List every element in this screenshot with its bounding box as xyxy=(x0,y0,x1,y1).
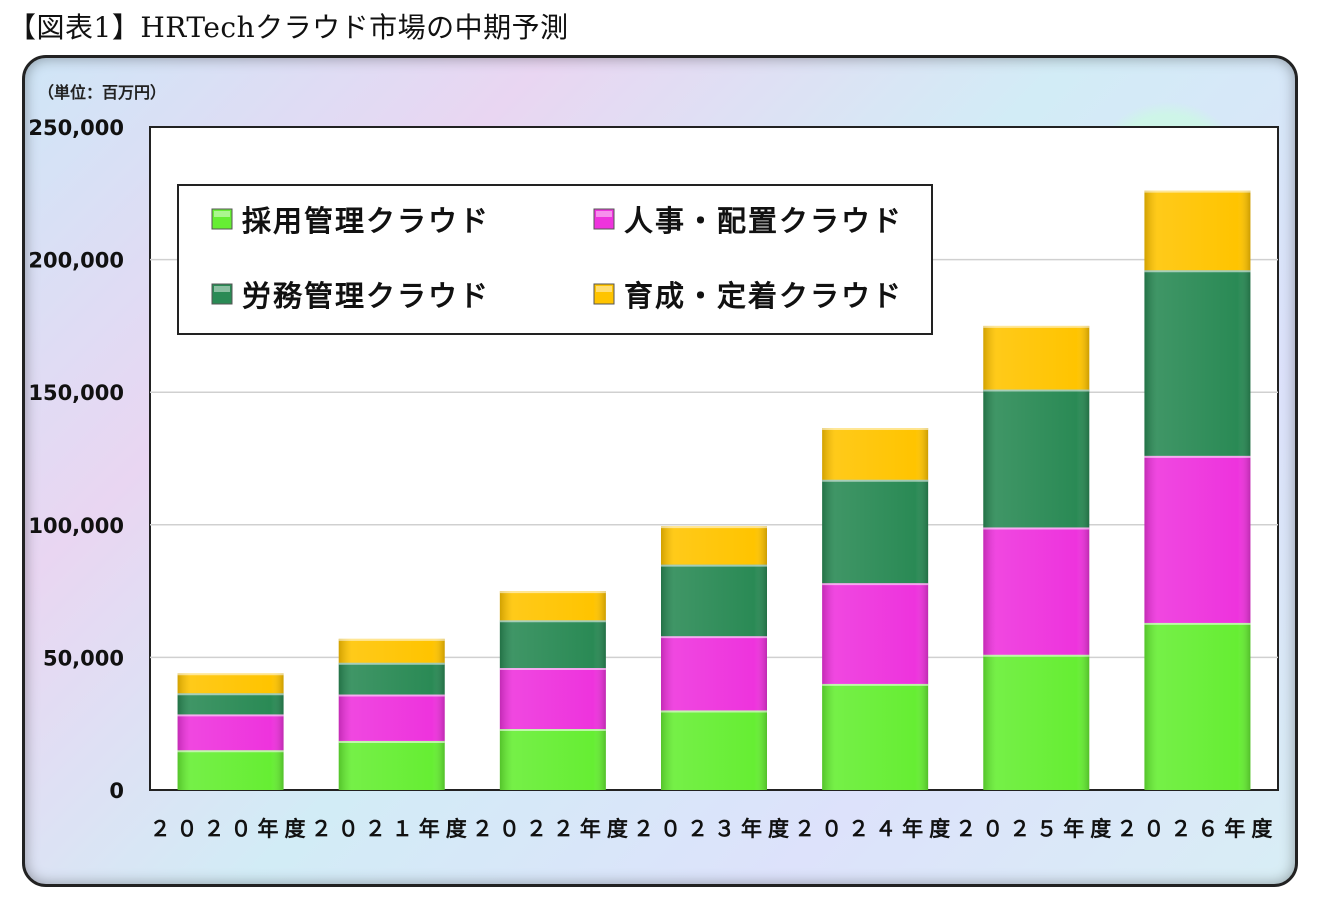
bar-segment-shade xyxy=(1144,190,1251,271)
y-tick-label: 250,000 xyxy=(28,116,124,140)
bars xyxy=(177,190,1251,790)
y-tick-label: 200,000 xyxy=(28,249,124,273)
bar-segment-shade xyxy=(661,526,767,565)
bar-segment-shade xyxy=(177,714,284,751)
bar-segment-shade xyxy=(499,620,606,669)
bar-segment-shade xyxy=(822,683,929,790)
x-tick-label: ２０２３年度 xyxy=(633,817,795,841)
x-tick-label: ２０２１年度 xyxy=(311,817,473,841)
bar-segment-shade xyxy=(499,729,606,790)
bar-segment-shade xyxy=(661,710,767,790)
legend-label: 人事・配置クラウド xyxy=(624,204,903,238)
x-tick-label: ２０２５年度 xyxy=(955,817,1117,841)
legend-swatch xyxy=(211,208,233,230)
legend-label: 労務管理クラウド xyxy=(242,279,490,313)
legend-swatch xyxy=(593,208,615,230)
bar-segment-shade xyxy=(983,389,1090,528)
bar-segment-shade xyxy=(338,694,445,741)
bar-segment-shade xyxy=(338,638,445,663)
legend-label: 採用管理クラウド xyxy=(242,204,490,238)
bar-segment-shade xyxy=(1144,622,1251,790)
y-tick-label: 0 xyxy=(109,779,124,803)
bar-segment-shade xyxy=(1144,270,1251,456)
bar-segment-shade xyxy=(499,668,606,730)
bar-segment-shade xyxy=(1144,455,1251,623)
page-title: 【図表1】HRTechクラウド市場の中期予測 xyxy=(8,11,569,44)
legend-swatch-gloss xyxy=(214,211,230,217)
y-axis: 0 50,000 100,000 150,000 200,000 250,000 xyxy=(28,116,124,803)
x-tick-label: ２０２２年度 xyxy=(472,817,634,841)
y-tick-label: 50,000 xyxy=(43,646,124,670)
bar-segment-shade xyxy=(177,673,284,694)
bar-segment-shade xyxy=(661,636,767,711)
bar-segment-shade xyxy=(822,428,929,480)
y-tick-label: 100,000 xyxy=(28,514,124,538)
bar-segment-shade xyxy=(983,654,1090,790)
bar-segment-shade xyxy=(499,591,606,621)
x-tick-label: ２０２６年度 xyxy=(1116,817,1278,841)
legend-swatch xyxy=(593,283,615,305)
bar-segment-shade xyxy=(177,750,284,790)
legend-label: 育成・定着クラウド xyxy=(624,279,903,313)
bar-segment-shade xyxy=(983,325,1090,390)
legend-swatch xyxy=(211,283,233,305)
legend-swatch-gloss xyxy=(596,286,612,292)
x-tick-label: ２０２４年度 xyxy=(794,817,956,841)
x-axis: ２０２０年度 ２０２１年度 ２０２２年度 ２０２３年度 ２０２４年度 ２０２５年度 ２０２６… xyxy=(150,817,1278,841)
bar-segment-shade xyxy=(338,740,445,790)
legend-box xyxy=(177,184,933,335)
bar-segment-shade xyxy=(822,479,929,584)
y-tick-label: 150,000 xyxy=(28,381,124,405)
bar-segment-shade xyxy=(177,693,284,715)
bar-segment-shade xyxy=(661,564,767,637)
bar-segment-shade xyxy=(338,662,445,695)
legend-swatch-gloss xyxy=(214,286,230,292)
legend-swatch-gloss xyxy=(596,211,612,217)
bar-segment-shade xyxy=(983,527,1090,655)
bar-segment-shade xyxy=(822,583,929,684)
x-tick-label: ２０２０年度 xyxy=(150,817,312,841)
unit-label: （単位：百万円） xyxy=(38,83,166,102)
